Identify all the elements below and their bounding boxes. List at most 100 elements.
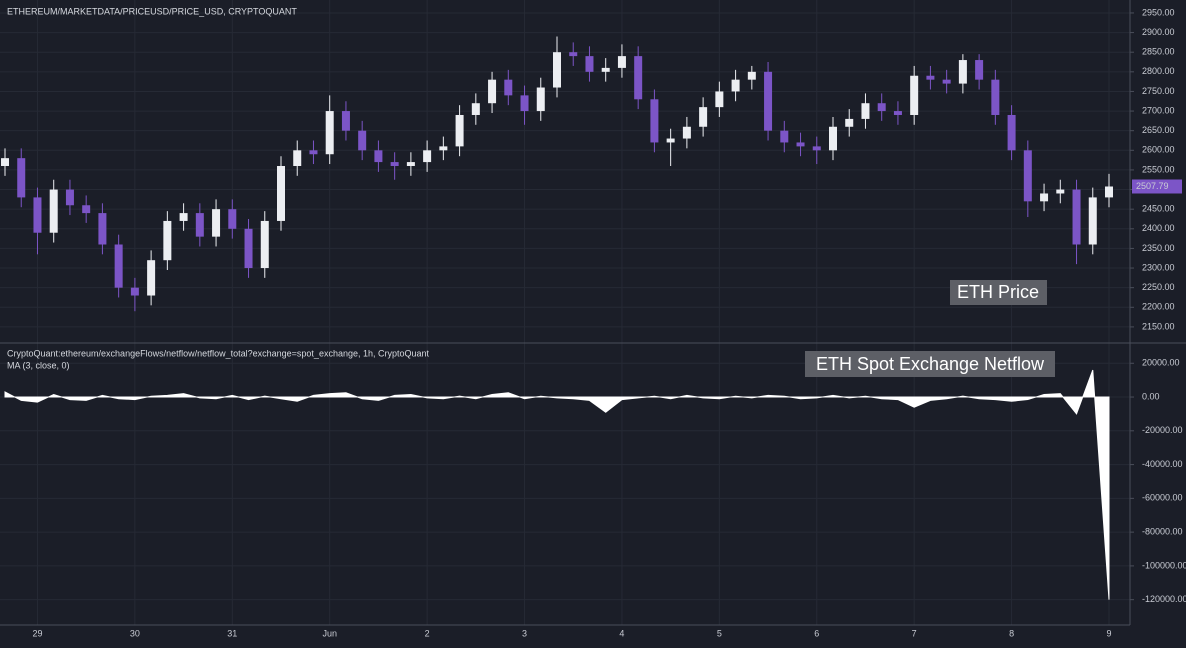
candle-body [212, 209, 221, 237]
candle-body [17, 158, 26, 198]
candle-body [406, 162, 415, 167]
candle-body [277, 166, 285, 221]
y-tick-label: 2700.00 [1142, 105, 1175, 115]
candle-body [715, 91, 724, 108]
candle-body [163, 220, 172, 261]
annotation-box [805, 351, 1055, 377]
candle-body [845, 118, 854, 127]
candle-body [1007, 114, 1016, 151]
candle-body [114, 244, 123, 288]
candle-body [1, 158, 9, 167]
candle-body [390, 162, 399, 167]
candle-body [325, 111, 334, 155]
candle-body [699, 107, 708, 127]
candle-body [536, 87, 545, 112]
y-tick-label: 20000.00 [1142, 358, 1180, 368]
x-tick-label: 31 [227, 628, 237, 638]
candle-body [585, 56, 594, 72]
y-tick-label: 2850.00 [1142, 47, 1175, 57]
annotation: ETH Price [957, 282, 1039, 302]
y-tick-label: 0.00 [1142, 391, 1160, 401]
x-tick-label: 2 [425, 628, 430, 638]
x-tick-label: 3 [522, 628, 527, 638]
candle-body [488, 79, 497, 104]
annotation: ETH Spot Exchange Netflow [816, 354, 1045, 374]
candle-body [65, 189, 74, 206]
x-tick-label: 6 [814, 628, 819, 638]
candle-body [195, 213, 204, 237]
candle-body [504, 79, 513, 96]
candle-body [910, 75, 919, 115]
candle-body [893, 111, 902, 115]
netflow-subtitle: MA (3, close, 0) [7, 360, 70, 370]
axes: 29 30 31 Jun 2 3 4 5 6 7 8 9 2950.00 2900.00 2850.00 28… [32, 7, 1186, 638]
y-tick-label: -80000.00 [1142, 527, 1183, 537]
x-tick-label: 7 [912, 628, 917, 638]
y-tick-label: -60000.00 [1142, 493, 1183, 503]
candle-body [942, 79, 951, 84]
candle-body [975, 60, 984, 80]
x-tick-label: Jun [322, 628, 337, 638]
candle-body [82, 205, 91, 214]
candle-body [98, 213, 107, 245]
netflow-title: CryptoQuant:ethereum/exchangeFlows/netfl… [7, 348, 430, 358]
candle-body [958, 60, 967, 84]
candle-body [228, 209, 237, 229]
candle-body [780, 130, 789, 143]
candle-body [601, 67, 610, 72]
y-tick-label: 2600.00 [1142, 145, 1175, 155]
candle-body [991, 79, 1000, 115]
y-tick-label: -40000.00 [1142, 459, 1183, 469]
candle-body [926, 75, 935, 80]
y-tick-label: 2650.00 [1142, 125, 1175, 135]
x-tick-label: 8 [1009, 628, 1014, 638]
x-tick-label: 4 [619, 628, 624, 638]
candle-body [49, 189, 58, 233]
netflow-area [4, 369, 1110, 600]
y-tick-label: 2350.00 [1142, 243, 1175, 253]
candle-body [764, 71, 773, 131]
candle-body [147, 260, 156, 296]
candle-body [33, 197, 42, 233]
candle-body [374, 150, 383, 163]
y-tick-label: -120000.00 [1142, 594, 1186, 604]
y-tick-label: 2150.00 [1142, 321, 1175, 331]
candle-body [812, 146, 821, 151]
price-title: ETHEREUM/MARKETDATA/PRICEUSD/PRICE_USD, … [7, 6, 297, 16]
candle-body [1105, 186, 1113, 198]
candle-body [861, 103, 870, 119]
candle-body [358, 130, 367, 151]
candle-body [520, 95, 529, 112]
candle-body [796, 142, 805, 147]
y-tick-label: 2550.00 [1142, 164, 1175, 174]
candle-body [747, 71, 756, 80]
candle-body [682, 126, 691, 139]
candle-body [1056, 189, 1065, 194]
x-tick-label: 30 [130, 628, 140, 638]
candle-body [179, 213, 188, 221]
y-tick-label: 2450.00 [1142, 204, 1175, 214]
candle-body [553, 52, 561, 88]
x-tick-label: 29 [32, 628, 42, 638]
candle-body [1023, 150, 1032, 202]
candle-body [439, 146, 448, 151]
candle-body [634, 56, 643, 100]
marks [1, 36, 1113, 600]
candle-body [731, 79, 740, 92]
candle-body [666, 138, 675, 143]
y-tick-label: 2750.00 [1142, 86, 1175, 96]
y-tick-label: -20000.00 [1142, 425, 1183, 435]
candle-body [293, 150, 302, 167]
annotation-box [950, 280, 1047, 305]
y-tick-label: 2200.00 [1142, 302, 1175, 312]
candle-body [617, 56, 626, 68]
candle-body [130, 287, 139, 296]
y-tick-label: 2250.00 [1142, 282, 1175, 292]
candle-body [244, 228, 253, 269]
y-tick-label: 2400.00 [1142, 223, 1175, 233]
candle-body [569, 52, 578, 57]
x-tick-label: 9 [1106, 628, 1111, 638]
candle-body [471, 103, 480, 115]
